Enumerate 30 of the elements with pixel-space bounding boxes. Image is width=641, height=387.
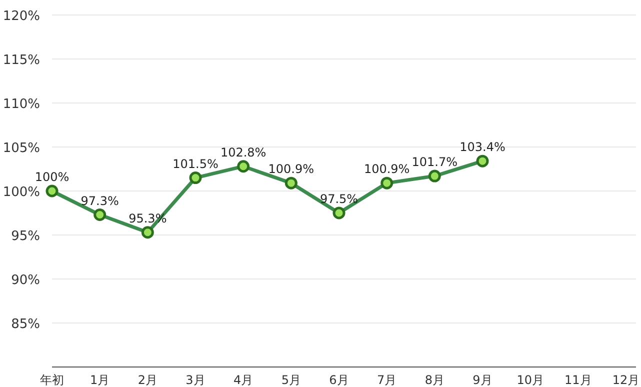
x-tick-label: 5月 <box>281 373 301 387</box>
x-tick-label: 12月 <box>612 373 640 387</box>
x-tick-label: 11月 <box>564 373 592 387</box>
data-label: 97.3% <box>80 194 119 208</box>
data-label: 97.5% <box>320 192 358 206</box>
y-tick-label: 90% <box>11 273 40 288</box>
data-label: 100% <box>34 170 70 184</box>
x-tick-label: 3月 <box>186 373 206 387</box>
data-label: 101.7% <box>412 155 458 170</box>
x-tick-label: 4月 <box>234 373 254 387</box>
data-label: 101.5% <box>172 156 218 171</box>
x-tick-label: 9月 <box>472 373 492 387</box>
x-tick-label: 1月 <box>90 373 110 387</box>
y-tick-label: 85% <box>11 317 40 332</box>
y-tick-label: 115% <box>2 53 40 68</box>
x-tick-label: 10月 <box>516 373 544 387</box>
x-tick-label: 年初 <box>40 373 64 387</box>
data-label: 100.9% <box>364 162 410 176</box>
y-tick-label: 100% <box>2 185 40 200</box>
data-label: 102.8% <box>220 145 266 160</box>
x-tick-label: 6月 <box>329 373 349 387</box>
data-label: 103.4% <box>460 140 506 154</box>
y-tick-label: 105% <box>2 141 40 156</box>
y-tick-label: 120% <box>2 9 40 24</box>
x-tick-label: 2月 <box>138 373 158 387</box>
x-tick-label: 7月 <box>377 373 397 387</box>
data-label: 100.9% <box>268 162 314 176</box>
y-tick-label: 110% <box>2 97 40 112</box>
x-tick-label: 8月 <box>424 373 444 387</box>
y-tick-label: 95% <box>11 229 40 244</box>
